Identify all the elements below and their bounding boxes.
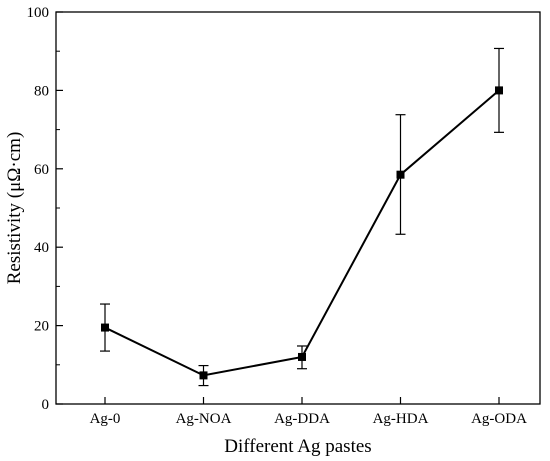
data-point bbox=[495, 86, 503, 95]
x-tick-label: Ag-DDA bbox=[274, 411, 330, 427]
data-point bbox=[101, 323, 109, 332]
x-axis: Ag-0 Ag-NOA Ag-DDA Ag-HDA Ag-ODA bbox=[90, 397, 527, 427]
x-tick-label: Ag-NOA bbox=[176, 411, 232, 427]
y-tick-label: 40 bbox=[34, 240, 49, 256]
y-tick-label: 20 bbox=[34, 319, 49, 335]
x-axis-title: Different Ag pastes bbox=[224, 436, 371, 457]
data-point bbox=[199, 371, 208, 380]
x-tick-label: Ag-HDA bbox=[373, 411, 429, 427]
y-tick-label: 60 bbox=[34, 162, 49, 178]
data-point bbox=[298, 352, 306, 361]
data-series bbox=[100, 47, 504, 387]
y-tick-label: 80 bbox=[34, 83, 49, 99]
y-tick-label: 100 bbox=[27, 5, 50, 21]
y-tick-label: 0 bbox=[42, 397, 50, 413]
plot-frame bbox=[55, 11, 541, 405]
y-axis-title: Resistivity (μΩ·cm) bbox=[4, 132, 25, 285]
x-tick-label: Ag-ODA bbox=[471, 411, 527, 427]
series-line bbox=[104, 89, 500, 377]
data-point bbox=[396, 170, 405, 179]
y-axis: 0 20 40 60 80 100 bbox=[27, 5, 63, 413]
x-tick-label: Ag-0 bbox=[90, 411, 121, 427]
